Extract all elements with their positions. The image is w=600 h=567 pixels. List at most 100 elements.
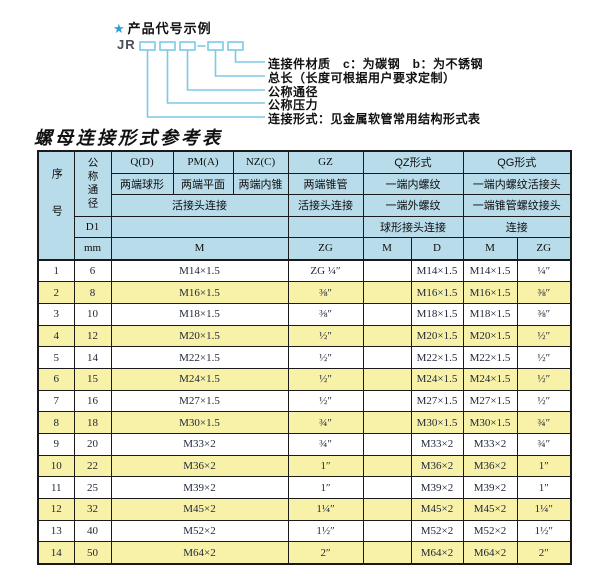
table-row: 5 14 M22×1.5 ½″ M22×1.5 M22×1.5 ½″ — [37, 346, 572, 369]
cell-m: M64×2 — [110, 541, 289, 565]
cell-qg_m: M45×2 — [462, 498, 518, 521]
cell-qz_m — [362, 367, 412, 391]
cell-qg_m: M39×2 — [462, 476, 518, 500]
cell-qg_m: M30×1.5 — [462, 411, 518, 434]
header-col-gz: GZ — [287, 150, 364, 174]
header-qz-d: D — [410, 237, 464, 260]
cell-qg_zg: ½″ — [516, 367, 572, 391]
diagram-title: ★ 产品代号示例 — [113, 18, 212, 37]
header-d1: D1 — [73, 215, 112, 238]
header-blank-gz — [287, 215, 364, 238]
code-box-1 — [139, 41, 156, 51]
cell-m: M36×2 — [110, 454, 289, 478]
cell-gz: ⅜″ — [287, 281, 364, 304]
cell-qg_zg: ¼″ — [516, 258, 572, 283]
cell-mm: 25 — [73, 476, 112, 500]
connector-pressure — [166, 50, 265, 104]
cell-m: M24×1.5 — [110, 367, 289, 391]
cell-gz: ½″ — [287, 346, 364, 369]
cell-qz_m — [362, 411, 412, 434]
cell-qg_zg: ½″ — [516, 389, 572, 413]
header-gz-conn: 活接头连接 — [287, 194, 364, 217]
cell-gz: 1¼″ — [287, 498, 364, 521]
cell-qz_m — [362, 519, 412, 543]
cell-qg_zg: ½″ — [516, 324, 572, 348]
header-qg-conn: 连接 — [462, 215, 572, 238]
cell-no: 8 — [37, 411, 75, 434]
cell-mm: 20 — [73, 433, 112, 456]
table-row: 10 22 M36×2 1″ M36×2 M36×2 1″ — [37, 454, 572, 478]
cell-gz: 1½″ — [287, 519, 364, 543]
cell-qz_m — [362, 498, 412, 521]
cell-no: 14 — [37, 541, 75, 565]
table-row: 12 32 M45×2 1¼″ M45×2 M45×2 1¼″ — [37, 498, 572, 521]
cell-m: M33×2 — [110, 433, 289, 456]
cell-m: M16×1.5 — [110, 281, 289, 304]
cell-no: 3 — [37, 302, 75, 326]
cell-qg_m: M22×1.5 — [462, 346, 518, 369]
header-qz-desc1: 一端内螺纹 — [362, 172, 464, 195]
cell-qz_d: M16×1.5 — [410, 281, 464, 304]
cell-no: 5 — [37, 346, 75, 369]
code-box-4 — [207, 41, 224, 51]
cell-qg_m: M18×1.5 — [462, 302, 518, 326]
cell-qz_m — [362, 302, 412, 326]
header-live-joint: 活接头连接 — [110, 194, 289, 217]
table-row: 4 12 M20×1.5 ½″ M20×1.5 M20×1.5 ½″ — [37, 324, 572, 348]
cell-qz_d: M24×1.5 — [410, 367, 464, 391]
cell-mm: 15 — [73, 367, 112, 391]
cell-mm: 6 — [73, 258, 112, 283]
table-row: 3 10 M18×1.5 ⅜″ M18×1.5 M18×1.5 ⅜″ — [37, 302, 572, 326]
cell-no: 13 — [37, 519, 75, 543]
cell-gz: ZG ¼″ — [287, 258, 364, 283]
connector-form — [146, 50, 265, 118]
diagram-title-text: 产品代号示例 — [127, 21, 212, 36]
connector-material — [234, 50, 265, 63]
product-code-diagram: ★ 产品代号示例 JR 连接件材质 c：为碳钢 b：为不锈钢 总长（长度可根据用户… — [0, 0, 600, 130]
cell-m: M20×1.5 — [110, 324, 289, 348]
code-prefix: JR — [117, 37, 136, 52]
header-col-qz: QZ形式 — [362, 150, 464, 174]
cell-qg_m: M14×1.5 — [462, 258, 518, 283]
cell-qz_d: M39×2 — [410, 476, 464, 500]
cell-qg_m: M52×2 — [462, 519, 518, 543]
label-total-length: 总长（长度可根据用户要求定制） — [268, 71, 456, 85]
cell-gz: ½″ — [287, 389, 364, 413]
cell-no: 2 — [37, 281, 75, 304]
cell-qz_m — [362, 433, 412, 456]
cell-m: M45×2 — [110, 498, 289, 521]
cell-qg_zg: 2″ — [516, 541, 572, 565]
cell-qz_d: M18×1.5 — [410, 302, 464, 326]
cell-qz_m — [362, 346, 412, 369]
cell-mm: 10 — [73, 302, 112, 326]
cell-qz_m — [362, 476, 412, 500]
cell-m: M52×2 — [110, 519, 289, 543]
table-header: 序号 公称通径 Q(D) PM(A) NZ(C) GZ QZ形式 QG形式 两端… — [37, 150, 572, 260]
cell-gz: ⅜″ — [287, 302, 364, 326]
cell-qg_zg: ⅜″ — [516, 281, 572, 304]
cell-qg_zg: 1½″ — [516, 519, 572, 543]
cell-qg_zg: ¾″ — [516, 433, 572, 456]
cell-gz: ¾″ — [287, 411, 364, 434]
connector-length — [214, 50, 265, 77]
cell-qz_d: M45×2 — [410, 498, 464, 521]
header-qg-desc2: 一端锥管螺纹接头 — [462, 194, 572, 217]
table-row: 13 40 M52×2 1½″ M52×2 M52×2 1½″ — [37, 519, 572, 543]
cell-m: M14×1.5 — [110, 258, 289, 283]
cell-no: 9 — [37, 433, 75, 456]
header-col-pm: PM(A) — [172, 150, 234, 174]
cell-qz_m — [362, 454, 412, 478]
cell-qg_m: M16×1.5 — [462, 281, 518, 304]
cell-qz_d: M33×2 — [410, 433, 464, 456]
cell-mm: 40 — [73, 519, 112, 543]
cell-qg_m: M27×1.5 — [462, 389, 518, 413]
cell-no: 6 — [37, 367, 75, 391]
cell-qg_m: M33×2 — [462, 433, 518, 456]
cell-no: 11 — [37, 476, 75, 500]
cell-mm: 50 — [73, 541, 112, 565]
star-icon: ★ — [113, 21, 126, 36]
table-row: 11 25 M39×2 1″ M39×2 M39×2 1″ — [37, 476, 572, 500]
cell-qz_d: M64×2 — [410, 541, 464, 565]
code-connector-lines — [139, 41, 265, 118]
cell-mm: 8 — [73, 281, 112, 304]
